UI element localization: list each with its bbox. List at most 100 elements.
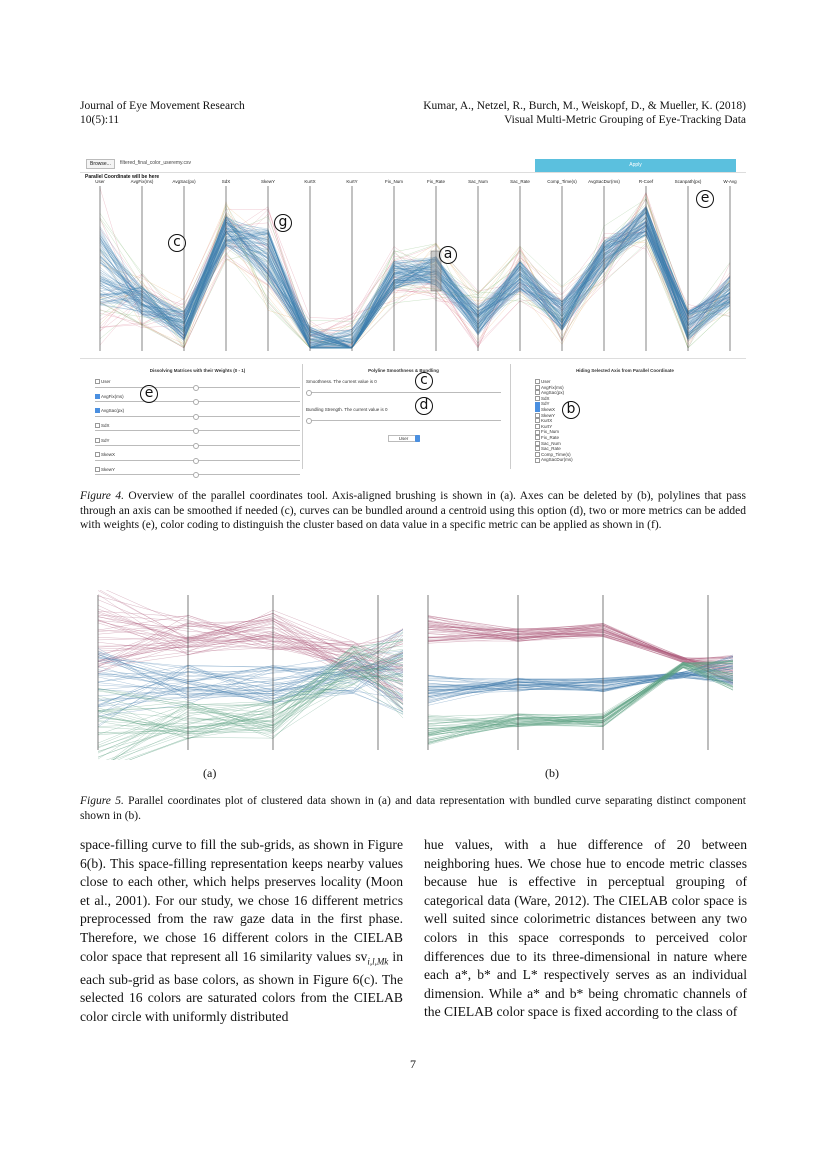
polyline <box>99 228 731 349</box>
polyline <box>99 216 731 349</box>
polyline <box>99 230 731 349</box>
polyline <box>99 203 731 349</box>
weight-checkbox[interactable] <box>95 393 100 399</box>
hide-axis-item[interactable]: AvgSacDur(ms) <box>535 457 735 463</box>
smoothness-slider[interactable] <box>306 390 501 396</box>
hide-axis-item[interactable]: SdX <box>535 396 735 402</box>
polyline <box>99 215 731 349</box>
hide-axis-item[interactable]: Fix_Rate <box>535 435 735 441</box>
polyline <box>99 206 731 349</box>
hide-axis-item[interactable]: KurtY <box>535 424 735 430</box>
axis-label: KurtY <box>346 179 357 184</box>
polyline <box>99 208 731 335</box>
header-right: Kumar, A., Netzel, R., Burch, M., Weisko… <box>423 99 746 127</box>
hide-axis-checkbox[interactable] <box>535 407 540 413</box>
polyline <box>99 235 731 348</box>
weight-checkbox[interactable] <box>95 423 100 429</box>
weight-slider[interactable] <box>95 442 300 449</box>
annotation-g: g <box>274 214 292 232</box>
figure-5a-plot <box>97 590 404 760</box>
hide-axis-checkbox[interactable] <box>535 379 540 385</box>
hide-axis-checkbox[interactable] <box>535 418 540 424</box>
hide-axis-checkbox[interactable] <box>535 424 540 430</box>
weight-slider[interactable] <box>95 428 300 435</box>
hide-axis-label: Fix_Num <box>541 429 560 435</box>
hide-axis-checkbox[interactable] <box>535 429 540 435</box>
hide-axis-label: Sac_Rate <box>541 446 561 452</box>
hide-axis-item[interactable]: Sac_Num <box>535 441 735 447</box>
polyline <box>99 208 731 349</box>
weight-label: SkewY <box>101 466 116 472</box>
polyline <box>99 221 731 349</box>
hide-axis-checkbox[interactable] <box>535 390 540 396</box>
polyline <box>99 220 731 349</box>
weight-slider[interactable] <box>95 457 300 464</box>
hide-axis-label: AvgSac(px) <box>541 390 565 396</box>
weight-checkbox[interactable] <box>95 408 100 414</box>
hide-axis-item[interactable]: AvgSac(px) <box>535 390 735 396</box>
figure-5b-plot <box>427 595 734 750</box>
polyline <box>99 227 731 344</box>
weight-checkbox[interactable] <box>95 379 100 385</box>
hide-axis-item[interactable]: SdY <box>535 401 735 407</box>
annotation-c-panel: c <box>415 372 433 390</box>
hide-axis-checkbox[interactable] <box>535 401 540 407</box>
hide-axis-label: AvgFix(ms) <box>541 384 564 390</box>
polyline <box>99 221 731 346</box>
hide-axis-item[interactable]: Sac_Rate <box>535 446 735 452</box>
weight-checkbox[interactable] <box>95 437 100 443</box>
polyline <box>99 192 731 343</box>
hide-axis-checkbox[interactable] <box>535 396 540 402</box>
hide-axis-item[interactable]: KurtX <box>535 418 735 424</box>
hide-axis-item[interactable]: Fix_Num <box>535 429 735 435</box>
hide-axis-label: SdY <box>541 401 550 407</box>
weights-panel: Dissolving Matrices with their Weights (… <box>95 364 300 479</box>
hide-axis-item[interactable]: SkewY <box>535 413 735 419</box>
polyline <box>99 221 731 349</box>
hide-axis-checkbox[interactable] <box>535 384 540 390</box>
axis-label: AvgSacDur(ms) <box>588 179 620 184</box>
journal-name: Journal of Eye Movement Research <box>80 100 245 112</box>
polyline <box>99 224 731 349</box>
bundling-slider[interactable] <box>306 418 501 424</box>
polyline <box>99 230 731 349</box>
axis-label: Fix_Rate <box>427 179 446 184</box>
apply-button[interactable]: Apply <box>535 159 736 172</box>
browse-button[interactable]: Browse... <box>86 159 115 169</box>
axis-label: Fix_Num <box>385 179 403 184</box>
polyline <box>99 207 731 349</box>
weight-checkbox[interactable] <box>95 452 100 458</box>
polyline <box>99 224 731 349</box>
hide-axis-checkbox[interactable] <box>535 435 540 441</box>
hide-axis-checkbox[interactable] <box>535 452 540 458</box>
hide-axis-label: KurtX <box>541 418 553 424</box>
smoothness-panel: Polyline Smoothness & Bundling Smoothnes… <box>306 364 501 469</box>
polyline <box>99 229 731 341</box>
weight-slider[interactable] <box>95 472 300 479</box>
hide-axis-label: SkewY <box>541 412 556 418</box>
weight-slider[interactable] <box>95 413 300 420</box>
weight-slider[interactable] <box>95 384 300 391</box>
polyline <box>427 636 734 677</box>
hide-axis-item[interactable]: User <box>535 379 735 385</box>
hide-axis-checkbox[interactable] <box>535 440 540 446</box>
hide-axis-panel: Hiding Selected Axis from Parallel Coord… <box>515 364 735 469</box>
polyline <box>99 222 731 349</box>
weight-slider[interactable] <box>95 399 300 406</box>
hide-axis-checkbox[interactable] <box>535 446 540 452</box>
figure-4: Browse... filtered_final_color_useremy.c… <box>80 152 746 479</box>
polyline <box>99 205 731 349</box>
hide-axis-item[interactable]: SkewX <box>535 407 735 413</box>
hide-axis-checkbox[interactable] <box>535 412 540 418</box>
weight-checkbox[interactable] <box>95 466 100 472</box>
polyline <box>99 219 731 349</box>
polyline <box>99 224 731 348</box>
hide-axis-item[interactable]: AvgFix(ms) <box>535 385 735 391</box>
axis-label: Sac_Rate <box>510 179 530 184</box>
polyline <box>99 234 731 343</box>
polyline <box>99 212 731 349</box>
hide-axis-item[interactable]: Comp_Time(s) <box>535 452 735 458</box>
polyline <box>99 221 731 349</box>
hide-axis-checkbox[interactable] <box>535 457 540 463</box>
group-select[interactable]: User <box>387 435 420 442</box>
